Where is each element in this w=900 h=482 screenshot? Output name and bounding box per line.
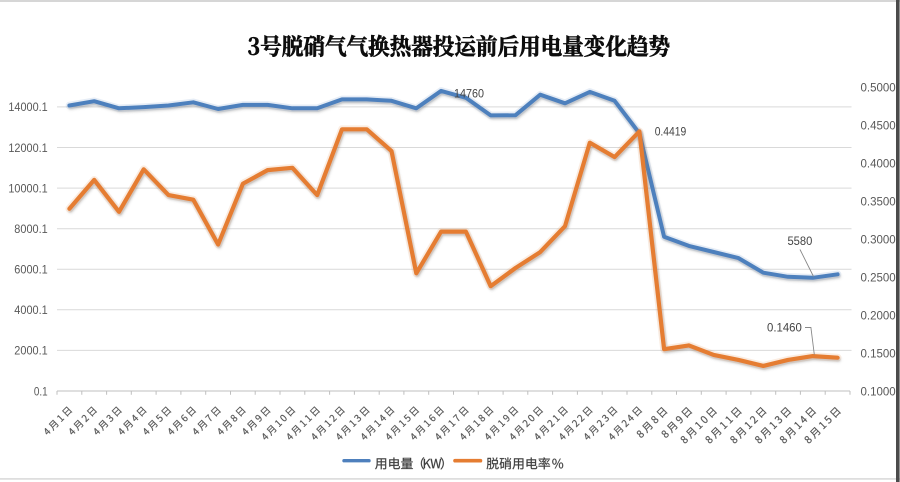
svg-text:0.3000: 0.3000 — [861, 232, 897, 246]
svg-text:8000.1: 8000.1 — [14, 222, 48, 236]
svg-text:0.1000: 0.1000 — [861, 384, 897, 398]
svg-text:5580: 5580 — [787, 235, 812, 248]
svg-text:12000.1: 12000.1 — [8, 141, 48, 155]
svg-text:0.1: 0.1 — [34, 384, 48, 398]
svg-text:14760: 14760 — [454, 88, 484, 101]
svg-text:0.4419: 0.4419 — [655, 126, 687, 139]
svg-text:6000.1: 6000.1 — [14, 263, 48, 277]
svg-text:0.3500: 0.3500 — [861, 195, 897, 209]
svg-text:0.1500: 0.1500 — [861, 346, 897, 360]
svg-text:0.2000: 0.2000 — [861, 308, 897, 322]
svg-text:2000.1: 2000.1 — [14, 344, 48, 358]
svg-text:0.4000: 0.4000 — [861, 157, 897, 171]
svg-text:0.1460: 0.1460 — [767, 322, 802, 335]
svg-text:10000.1: 10000.1 — [8, 181, 48, 195]
svg-text:0.2500: 0.2500 — [861, 270, 897, 284]
svg-text:14000.1: 14000.1 — [8, 100, 48, 114]
svg-text:0.4500: 0.4500 — [861, 119, 897, 133]
svg-text:4000.1: 4000.1 — [14, 303, 48, 317]
svg-text:0.5000: 0.5000 — [861, 81, 897, 95]
